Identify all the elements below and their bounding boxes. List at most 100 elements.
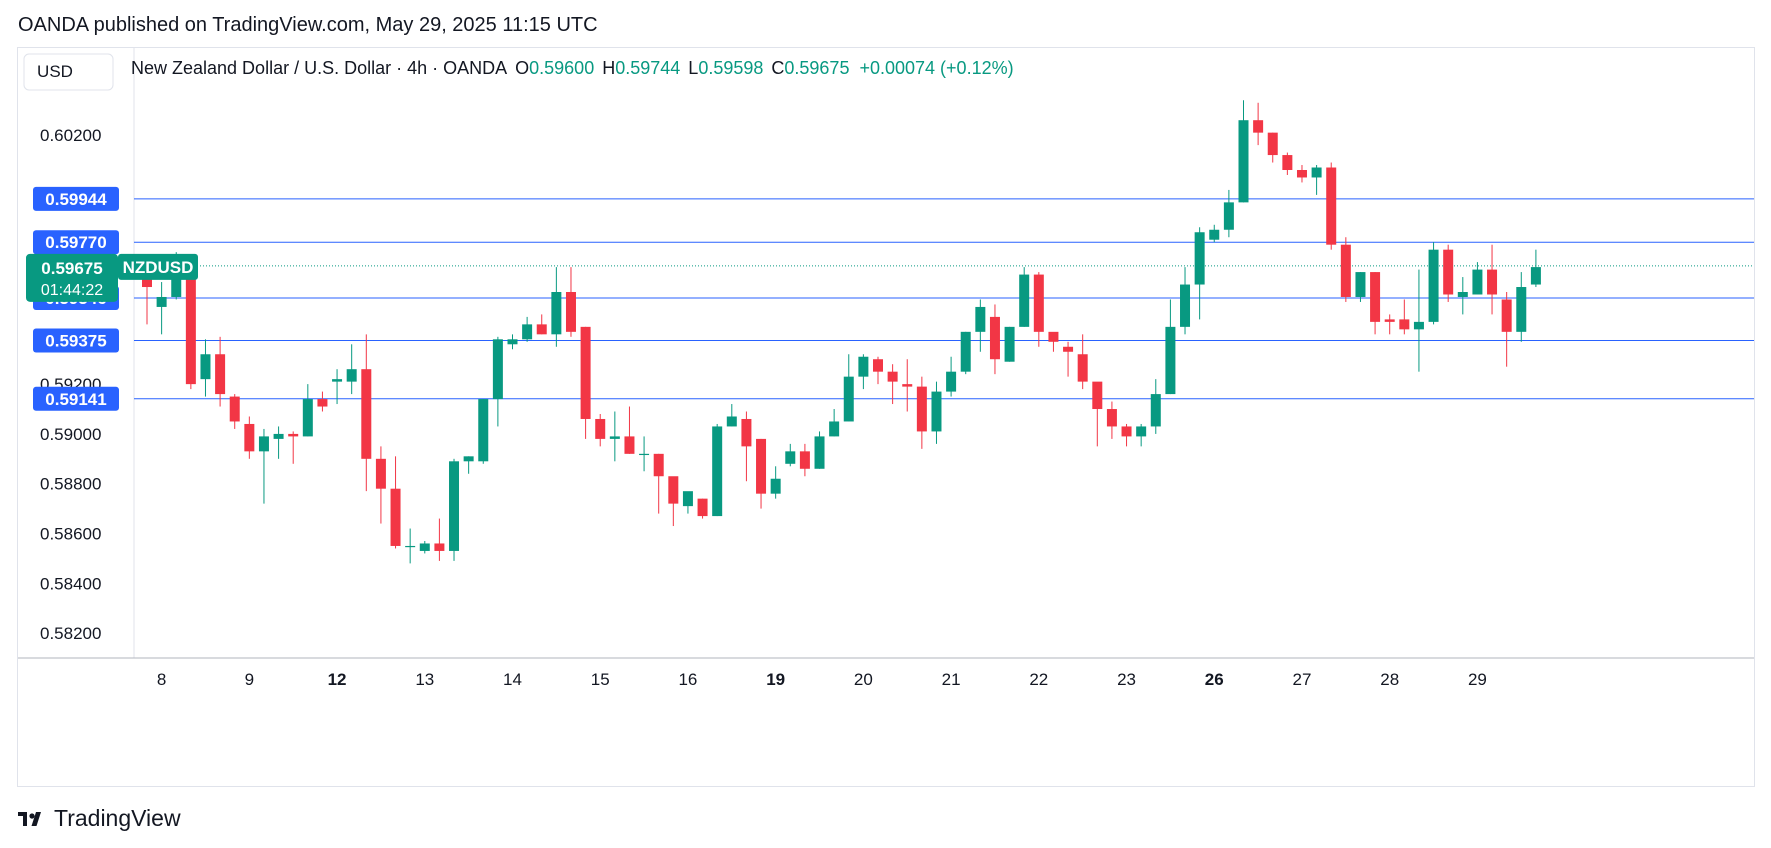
- candle-body: [639, 453, 650, 456]
- x-tick-label: 12: [328, 670, 347, 689]
- candle-up: [405, 528, 416, 564]
- candle-up: [1209, 224, 1220, 243]
- candle-up: [639, 436, 650, 472]
- high-value: 0.59744: [615, 58, 680, 78]
- candle-down: [1501, 292, 1512, 367]
- candle-up: [829, 409, 840, 437]
- candle-body: [931, 391, 942, 432]
- candle-body: [887, 371, 898, 382]
- candle-body: [1399, 319, 1410, 330]
- candle-body: [1516, 287, 1527, 332]
- candle-body: [1384, 319, 1395, 322]
- candle-down: [1253, 102, 1264, 146]
- candle-up: [770, 466, 781, 499]
- candle-up: [273, 426, 284, 459]
- candle-body: [1296, 170, 1307, 178]
- candlestick-chart[interactable]: 0.582000.584000.586000.588000.590000.592…: [18, 48, 1754, 786]
- candle-down: [1092, 381, 1103, 447]
- candle-body: [375, 458, 386, 489]
- candle-body: [1033, 274, 1044, 332]
- x-tick-label: 20: [854, 670, 873, 689]
- candle-up: [946, 356, 957, 397]
- candle-body: [405, 545, 416, 548]
- candle-body: [682, 491, 693, 507]
- candle-body: [1413, 321, 1424, 330]
- candle-down: [916, 376, 927, 449]
- candle-up: [1019, 267, 1030, 327]
- candle-down: [1370, 272, 1381, 335]
- candle-down: [185, 264, 196, 390]
- price-badge-box: [26, 253, 118, 302]
- candles: [142, 100, 1541, 564]
- candle-down: [1267, 132, 1278, 163]
- y-tick-label: 0.58800: [40, 475, 101, 494]
- candle-body: [1501, 299, 1512, 332]
- candle-up: [1136, 423, 1147, 447]
- candle-up: [1311, 165, 1322, 195]
- candle-body: [390, 488, 401, 546]
- candle-body: [171, 267, 182, 297]
- candle-body: [258, 436, 269, 452]
- candle-body: [1340, 244, 1351, 297]
- candle-body: [346, 369, 357, 382]
- candle-body: [814, 436, 825, 469]
- symbol-name: New Zealand Dollar / U.S. Dollar · 4h · …: [131, 58, 507, 78]
- candle-body: [1121, 426, 1132, 437]
- candle-body: [492, 339, 503, 400]
- x-tick-label: 16: [678, 670, 697, 689]
- candle-body: [916, 386, 927, 432]
- open-value: 0.59600: [529, 58, 594, 78]
- candle-body: [302, 399, 313, 437]
- candle-body: [1004, 326, 1015, 362]
- candle-down: [697, 498, 708, 519]
- candle-body: [215, 354, 226, 395]
- current-price-badge[interactable]: 0.59675 01:44:22 NZDUSD: [26, 253, 198, 302]
- candle-up: [1223, 189, 1234, 238]
- currency-button[interactable]: USD: [23, 53, 114, 91]
- candle-down: [1340, 237, 1351, 302]
- candle-body: [858, 356, 869, 377]
- y-tick-label: 0.58200: [40, 624, 101, 643]
- symbol-tag-box: [118, 253, 198, 280]
- candle-down: [1048, 331, 1059, 352]
- y-tick-label: 0.58600: [40, 525, 101, 544]
- candle-body: [580, 326, 591, 419]
- candle-up: [1194, 227, 1205, 320]
- candle-body: [1355, 272, 1366, 297]
- candle-down: [1063, 341, 1074, 377]
- x-tick-label: 22: [1029, 670, 1048, 689]
- level-label-box: [33, 328, 119, 353]
- candle-body: [726, 416, 737, 427]
- candle-down: [1326, 162, 1337, 250]
- candle-body: [536, 324, 547, 335]
- candle-body: [1311, 167, 1322, 178]
- candle-body: [463, 456, 474, 462]
- candle-up: [1516, 272, 1527, 342]
- price-axis-labels: 0.582000.584000.586000.588000.590000.592…: [40, 126, 101, 643]
- candle-down: [1121, 423, 1132, 447]
- candle-body: [756, 438, 767, 494]
- symbol-legend[interactable]: New Zealand Dollar / U.S. Dollar · 4h · …: [131, 58, 1014, 78]
- candle-down: [624, 406, 635, 454]
- candle-body: [989, 316, 1000, 360]
- candle-down: [595, 414, 606, 447]
- y-tick-label: 0.58400: [40, 574, 101, 593]
- candle-up: [258, 428, 269, 504]
- x-tick-label: 15: [591, 670, 610, 689]
- candle-down: [317, 391, 328, 412]
- candle-down: [902, 359, 913, 412]
- x-tick-label: 21: [942, 670, 961, 689]
- candle-body: [244, 423, 255, 452]
- tradingview-logo-icon: [18, 811, 41, 826]
- candle-up: [682, 491, 693, 514]
- candle-down: [375, 446, 386, 524]
- level-label: 0.59375: [45, 332, 106, 351]
- candle-body: [975, 306, 986, 332]
- footer-brand-name: TradingView: [54, 805, 181, 831]
- y-tick-label: 0.60200: [40, 126, 101, 145]
- price-badge-countdown: 01:44:22: [41, 282, 103, 299]
- candle-up: [785, 443, 796, 467]
- footer-brand[interactable]: TradingView: [18, 805, 181, 832]
- candle-body: [229, 396, 240, 422]
- candle-body: [419, 543, 430, 551]
